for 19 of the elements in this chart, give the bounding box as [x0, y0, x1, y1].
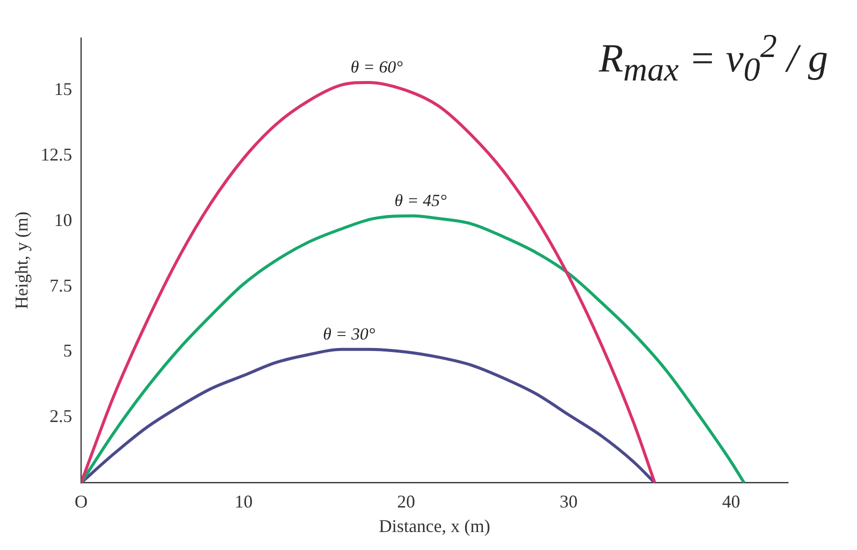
line-series [81, 80, 656, 483]
y-axis-title: Height, y (m) [12, 212, 32, 310]
x-tick-label: 20 [397, 491, 416, 512]
series-label: θ = 45° [394, 190, 447, 210]
x-tick-label: 40 [722, 491, 740, 512]
x-tick-label: O [74, 491, 88, 512]
x-tick-label: 30 [560, 491, 578, 512]
x-axis-title: Distance, x (m) [378, 516, 490, 536]
y-tick-label: 5 [63, 340, 72, 361]
y-tick-label: 15 [54, 79, 72, 100]
y-tick-label: 2.5 [50, 406, 72, 426]
series-label: θ = 30° [323, 324, 376, 344]
y-tick-label: 7.5 [50, 275, 72, 296]
y-tick-label: 12.5 [40, 144, 72, 164]
annotation: R$_{max}$ = v$_{0}$$^{2}$ / g [598, 28, 828, 90]
line-series [81, 214, 746, 483]
y-tick-label: 10 [54, 210, 72, 230]
series-label: θ = 60° [350, 57, 403, 76]
x-tick-label: 10 [234, 491, 253, 512]
